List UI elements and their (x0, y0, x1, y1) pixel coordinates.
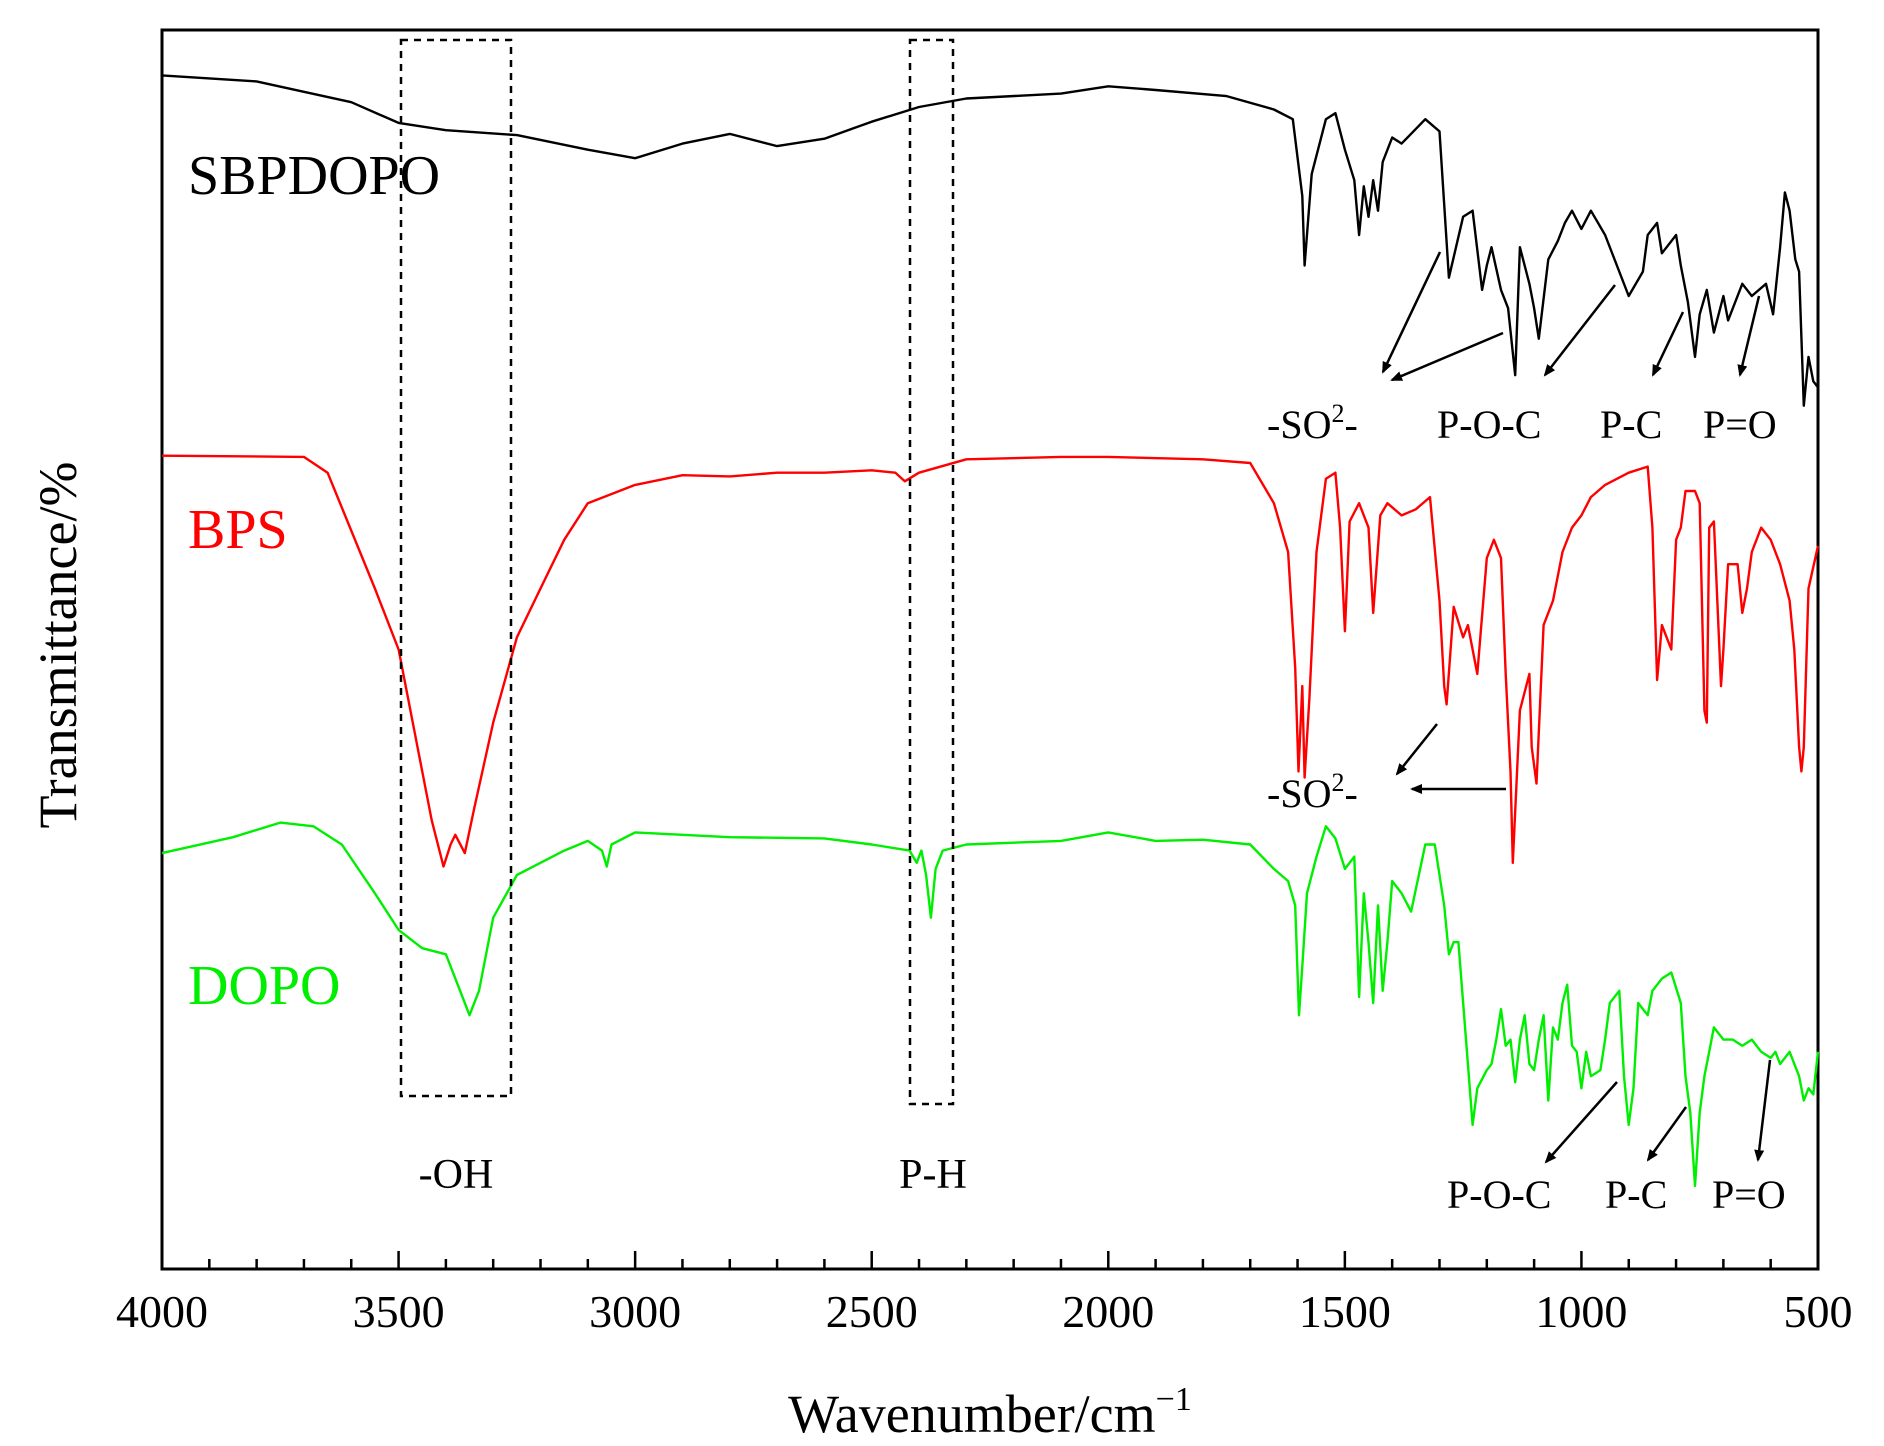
arrow-dopo-po (1754, 1059, 1772, 1162)
sbpdopo-pc-label: P-C (1600, 402, 1662, 447)
dopo-pc-label: P-C (1605, 1172, 1667, 1217)
x-tick-label: 1500 (1299, 1286, 1391, 1337)
annotation-arrows (1381, 251, 1772, 1164)
x-tick-label: 2500 (826, 1286, 918, 1337)
arrow-sbpdopo-poc (1543, 284, 1616, 377)
oh-region-box (399, 38, 513, 1098)
series-line-sbpdopo (161, 74, 1819, 407)
series-label-dopo: DOPO (188, 955, 340, 1017)
series-label-bps: BPS (188, 499, 288, 561)
oh-region-label: -OH (419, 1152, 494, 1198)
arrow-sbpdopo-so2-a (1381, 251, 1442, 374)
arrow-bps-so2-a (1395, 723, 1438, 776)
y-axis-label: Transmittance/% (28, 462, 88, 829)
series-line-dopo (161, 821, 1820, 1188)
arrow-dopo-pc (1646, 1106, 1688, 1162)
sbpdopo-so2-label: -SO2- (1267, 399, 1358, 447)
x-tick-label: 3500 (353, 1286, 445, 1337)
arrow-sbpdopo-po (1737, 295, 1761, 377)
bps-so2-label: -SO2- (1267, 768, 1358, 816)
sbpdopo-poc-label: P-O-C (1437, 402, 1541, 447)
dopo-po-label: P=O (1712, 1172, 1786, 1217)
arrow-sbpdopo-so2-b (1390, 331, 1504, 382)
x-axis-label: Wavenumber/cm−1 (788, 1381, 1192, 1444)
arrow-dopo-poc (1544, 1081, 1618, 1164)
sbpdopo-po-label: P=O (1703, 402, 1777, 447)
x-tick-label: 1000 (1535, 1286, 1627, 1337)
x-tick-label: 500 (1784, 1286, 1853, 1337)
ph-region-box (908, 38, 955, 1106)
x-tick-label: 3000 (589, 1286, 681, 1337)
series-line-bps (161, 454, 1820, 868)
x-tick-label: 4000 (116, 1286, 208, 1337)
series-label-sbpdopo: SBPDOPO (188, 145, 440, 207)
arrow-sbpdopo-pc (1651, 311, 1685, 377)
x-tick-label: 2000 (1062, 1286, 1154, 1337)
plot-frame (160, 28, 1820, 1271)
dopo-poc-label: P-O-C (1447, 1172, 1551, 1217)
ph-region-label: P-H (899, 1152, 967, 1198)
series-layer (161, 74, 1820, 1188)
x-axis-ticks: 4000 3500 3000 2500 2000 1500 1000 500 (116, 1251, 1853, 1337)
